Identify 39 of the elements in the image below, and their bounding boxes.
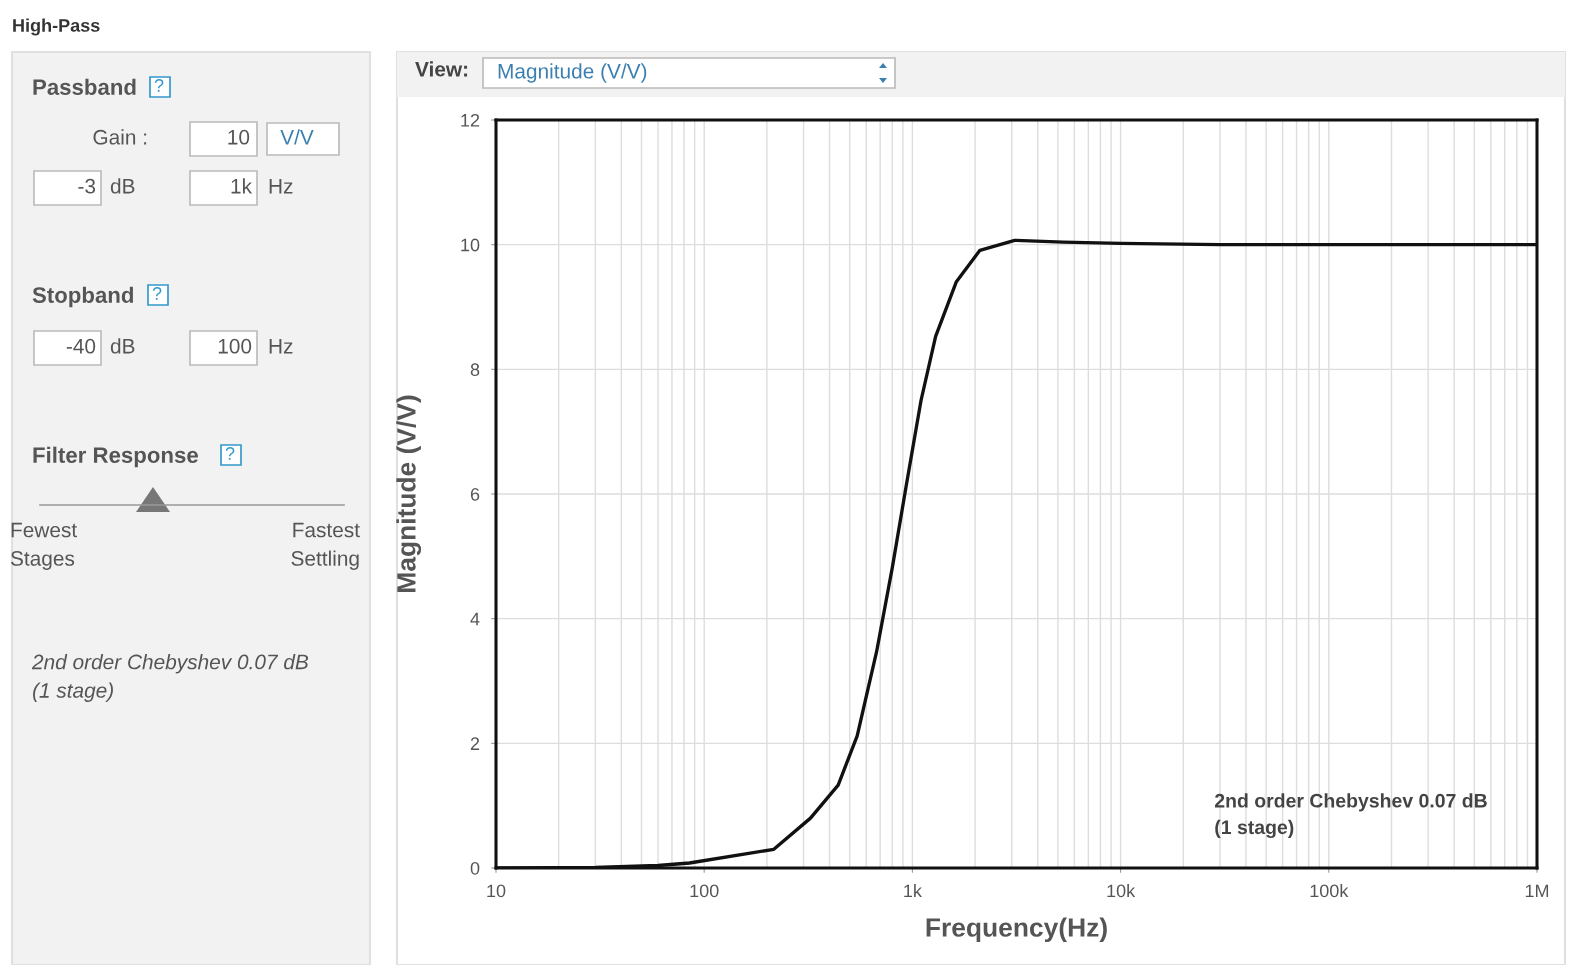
text: dB [110,178,135,194]
y-axis-title: Magnitude (V/V) [396,395,422,592]
text: Passband [33,78,136,95]
text: ? [225,447,235,460]
y-tick-label: 12 [461,113,480,127]
text: High-Pass [13,18,100,36]
text: Hz [269,339,293,354]
x-tick-label: 1M [1525,884,1549,898]
x-tick-label: 10k [1107,883,1136,898]
text: 10 [228,129,250,145]
text: Filter Response [33,446,198,468]
text: 1k [231,178,253,194]
annotation: 2nd order Chebyshev 0.07 dB (1 stage) [1214,793,1487,839]
text: Fewest Stages [10,522,77,570]
text: V/V [280,129,314,145]
text: Hz [269,179,293,194]
text: Fastest Settling [291,522,360,570]
x-tick-label: 1k [904,883,922,898]
y-tick-label: 6 [470,487,480,501]
y-tick-label: 0 [470,861,480,875]
y-tick-label: 4 [470,612,480,626]
text: dB [110,338,135,354]
x-axis-title: Frequency(Hz) [926,917,1107,943]
x-tick-label: 10 [487,884,506,898]
y-tick-label: 8 [470,363,480,377]
text: -3 [78,178,96,194]
text: Stopband [32,286,133,308]
text: Gain : [93,129,147,145]
text: ? [154,79,164,92]
text: Magnitude (V/V) [498,63,647,83]
x-tick-label: 100 [690,884,719,898]
text: ? [152,287,162,300]
y-tick-label: 10 [461,238,480,252]
text: 2nd order Chebyshev 0.07 dB (1 stage) [31,654,309,702]
x-tick-label: 100k [1310,883,1349,898]
text: View: [415,61,468,77]
text: -40 [66,338,96,354]
y-tick-label: 2 [470,737,480,750]
text: 100 [218,338,252,354]
